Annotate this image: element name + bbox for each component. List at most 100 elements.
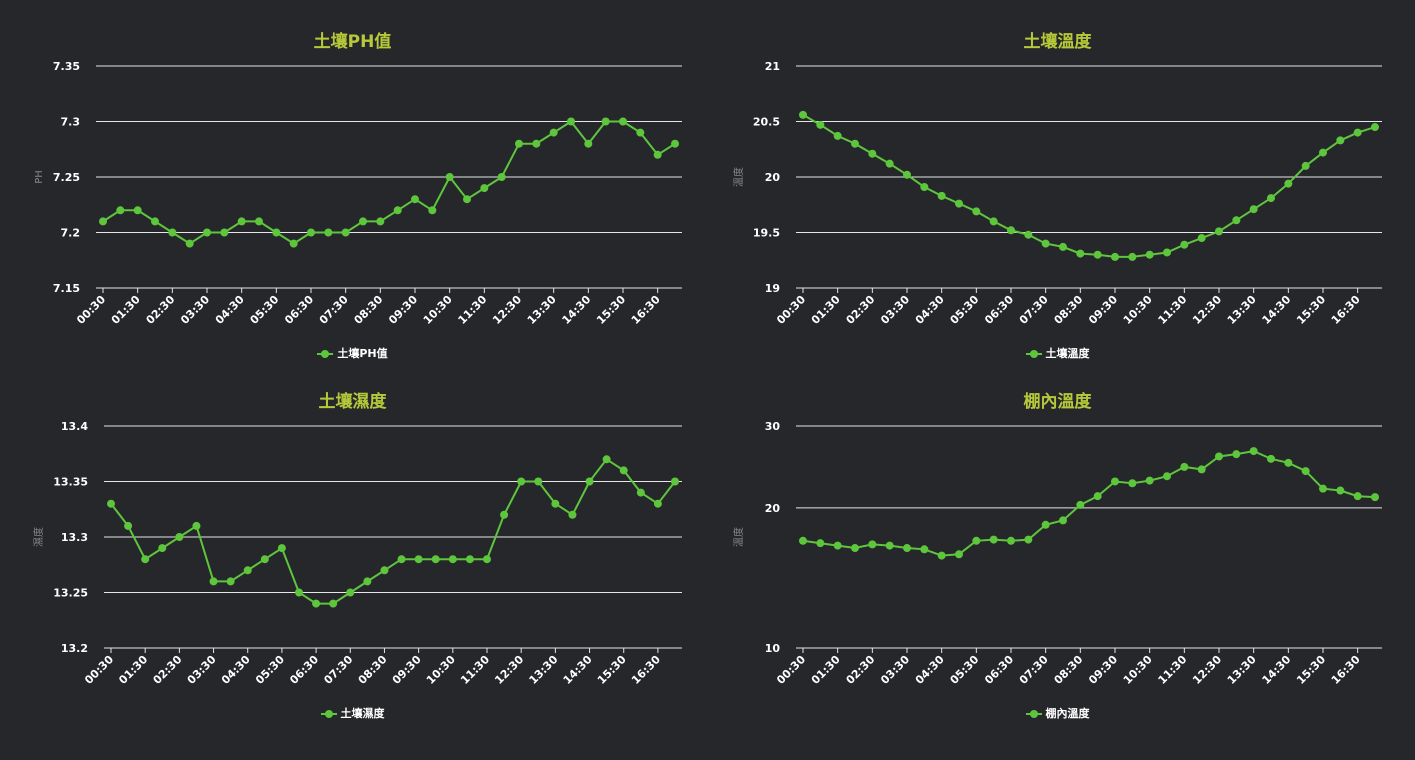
data-point[interactable] bbox=[1007, 536, 1015, 545]
data-point[interactable] bbox=[955, 550, 963, 559]
data-point[interactable] bbox=[619, 466, 628, 475]
data-point[interactable] bbox=[833, 541, 842, 550]
data-point[interactable] bbox=[1180, 240, 1189, 249]
data-point[interactable] bbox=[903, 544, 911, 553]
data-point[interactable] bbox=[380, 566, 389, 575]
data-point[interactable] bbox=[903, 170, 911, 179]
data-point[interactable] bbox=[851, 544, 859, 553]
data-point[interactable] bbox=[289, 239, 298, 248]
data-point[interactable] bbox=[220, 228, 229, 237]
data-point[interactable] bbox=[568, 510, 577, 519]
data-point[interactable] bbox=[851, 139, 859, 148]
data-point[interactable] bbox=[107, 499, 115, 508]
data-point[interactable] bbox=[1163, 248, 1171, 257]
data-point[interactable] bbox=[1007, 226, 1015, 235]
data-point[interactable] bbox=[1319, 484, 1327, 493]
data-point[interactable] bbox=[653, 150, 662, 159]
data-point[interactable] bbox=[312, 599, 321, 608]
data-point[interactable] bbox=[324, 228, 333, 237]
data-point[interactable] bbox=[1284, 179, 1293, 188]
data-point[interactable] bbox=[1128, 252, 1137, 261]
data-point[interactable] bbox=[1353, 492, 1362, 501]
data-point[interactable] bbox=[226, 577, 235, 586]
data-point[interactable] bbox=[972, 536, 981, 545]
data-point[interactable] bbox=[1284, 458, 1293, 467]
data-point[interactable] bbox=[920, 545, 929, 554]
data-point[interactable] bbox=[1128, 479, 1137, 488]
data-point[interactable] bbox=[1024, 535, 1033, 544]
chart-legend[interactable]: 土壤PH值 bbox=[0, 345, 705, 361]
data-point[interactable] bbox=[1059, 242, 1067, 251]
data-point[interactable] bbox=[1371, 123, 1379, 132]
data-point[interactable] bbox=[255, 217, 263, 226]
data-point[interactable] bbox=[1232, 450, 1241, 459]
data-point[interactable] bbox=[989, 217, 998, 226]
data-point[interactable] bbox=[937, 191, 946, 200]
data-point[interactable] bbox=[1336, 486, 1345, 495]
data-point[interactable] bbox=[653, 499, 662, 508]
data-point[interactable] bbox=[237, 217, 246, 226]
data-point[interactable] bbox=[431, 555, 440, 564]
data-point[interactable] bbox=[175, 533, 184, 541]
data-point[interactable] bbox=[1111, 477, 1119, 486]
data-point[interactable] bbox=[1093, 250, 1102, 259]
data-point[interactable] bbox=[534, 477, 543, 486]
data-point[interactable] bbox=[601, 117, 610, 126]
data-point[interactable] bbox=[346, 588, 355, 597]
data-point[interactable] bbox=[1215, 227, 1223, 236]
data-point[interactable] bbox=[602, 455, 611, 464]
data-point[interactable] bbox=[1197, 465, 1206, 474]
data-point[interactable] bbox=[1111, 252, 1119, 261]
data-point[interactable] bbox=[972, 207, 981, 216]
data-point[interactable] bbox=[816, 539, 825, 548]
data-point[interactable] bbox=[1232, 216, 1241, 225]
chart-legend[interactable]: 土壤濕度 bbox=[0, 705, 705, 721]
data-point[interactable] bbox=[549, 128, 558, 137]
data-point[interactable] bbox=[1353, 128, 1362, 137]
data-point[interactable] bbox=[414, 555, 423, 564]
data-point[interactable] bbox=[868, 149, 877, 158]
data-point[interactable] bbox=[209, 577, 218, 586]
data-point[interactable] bbox=[151, 217, 159, 226]
data-point[interactable] bbox=[203, 228, 211, 237]
data-point[interactable] bbox=[833, 131, 842, 140]
data-point[interactable] bbox=[885, 541, 894, 550]
data-point[interactable] bbox=[1301, 467, 1310, 476]
data-point[interactable] bbox=[1249, 205, 1258, 214]
data-point[interactable] bbox=[363, 577, 372, 586]
data-point[interactable] bbox=[1301, 161, 1310, 170]
chart-legend[interactable]: 土壤溫度 bbox=[705, 345, 1410, 361]
data-point[interactable] bbox=[480, 184, 489, 193]
data-point[interactable] bbox=[428, 206, 437, 215]
data-point[interactable] bbox=[868, 540, 877, 549]
data-point[interactable] bbox=[1145, 250, 1154, 259]
data-point[interactable] bbox=[1371, 493, 1379, 502]
data-point[interactable] bbox=[1076, 249, 1085, 258]
data-point[interactable] bbox=[465, 555, 474, 564]
data-point[interactable] bbox=[141, 555, 150, 564]
data-point[interactable] bbox=[393, 206, 402, 215]
data-point[interactable] bbox=[799, 110, 807, 119]
data-point[interactable] bbox=[1267, 454, 1275, 463]
data-point[interactable] bbox=[307, 228, 315, 237]
data-point[interactable] bbox=[636, 488, 645, 497]
data-point[interactable] bbox=[260, 555, 269, 564]
data-point[interactable] bbox=[463, 195, 471, 204]
data-point[interactable] bbox=[619, 117, 627, 126]
data-point[interactable] bbox=[116, 206, 125, 215]
data-point[interactable] bbox=[799, 536, 807, 545]
data-point[interactable] bbox=[445, 173, 454, 181]
data-point[interactable] bbox=[341, 228, 350, 237]
data-point[interactable] bbox=[937, 551, 946, 560]
data-point[interactable] bbox=[1076, 500, 1085, 509]
data-point[interactable] bbox=[158, 544, 167, 553]
data-point[interactable] bbox=[397, 555, 406, 564]
data-point[interactable] bbox=[1024, 230, 1033, 239]
data-point[interactable] bbox=[1041, 520, 1050, 529]
data-point[interactable] bbox=[1336, 136, 1345, 145]
data-point[interactable] bbox=[1041, 239, 1050, 248]
data-point[interactable] bbox=[168, 228, 177, 237]
data-point[interactable] bbox=[671, 477, 679, 486]
data-point[interactable] bbox=[376, 217, 385, 226]
data-point[interactable] bbox=[989, 535, 998, 544]
